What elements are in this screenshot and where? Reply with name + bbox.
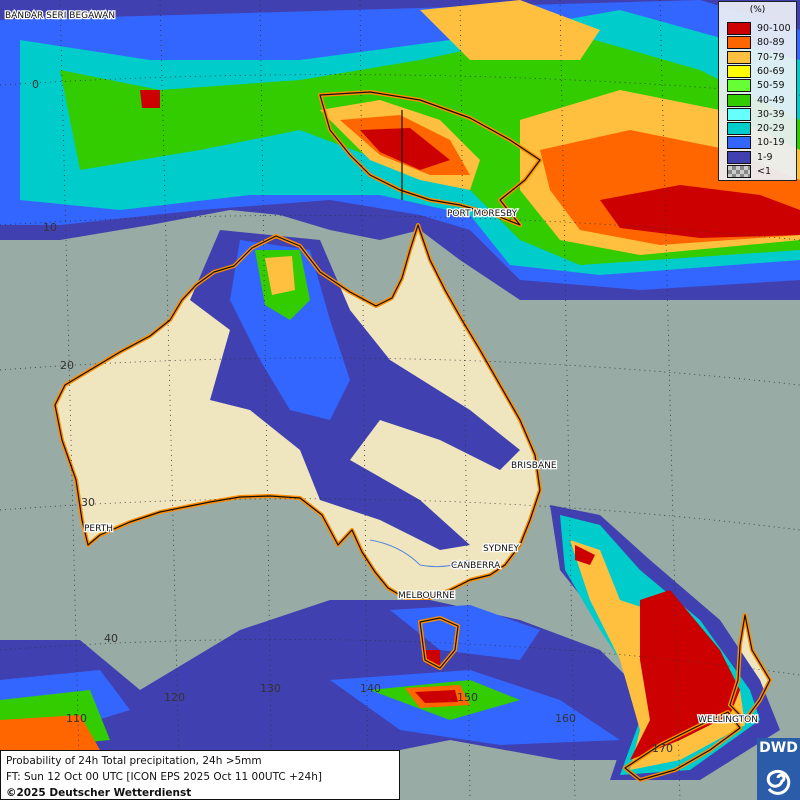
legend-entry: 20-29 xyxy=(727,122,785,136)
city-melbourne: MELBOURNE xyxy=(398,591,455,601)
legend-label: 90-100 xyxy=(757,23,791,34)
legend-entry: 70-79 xyxy=(727,50,785,64)
legend-label: 60-69 xyxy=(757,65,785,77)
legend-entry: 60-69 xyxy=(727,64,785,78)
longitude-labels: 110 120 130 140 150 160 170 xyxy=(66,682,673,755)
precip-10-19-australia xyxy=(230,240,350,420)
legend-entry: <1 xyxy=(727,165,771,178)
precip-90-100-north xyxy=(140,90,800,238)
city-brisbane: BRISBANE xyxy=(511,461,557,471)
latitude-labels: 0 10 20 30 40 xyxy=(32,78,118,645)
legend-label: 10-19 xyxy=(757,137,785,149)
logo-text: DWD xyxy=(759,740,798,756)
lat-label: 40 xyxy=(104,632,118,645)
legend-label: 1-9 xyxy=(757,151,773,163)
legend-swatch xyxy=(727,150,751,164)
city-bandar-seri-begawan: BANDAR SERI BEGAWAN xyxy=(5,11,115,21)
caption-copyright: ©2025 Deutscher Wetterdienst xyxy=(6,787,192,799)
legend-unit: (%) xyxy=(749,5,766,15)
dwd-logo: DWD xyxy=(757,738,800,800)
legend-entry: 50-59 xyxy=(727,79,785,93)
legend-swatch xyxy=(727,136,751,150)
legend-swatch xyxy=(727,79,751,93)
legend-entry: 10-19 xyxy=(727,136,785,150)
legend-swatch xyxy=(727,165,751,178)
murray-river xyxy=(369,539,471,568)
caption-title: Probability of 24h Total precipitation, … xyxy=(6,755,262,767)
precip-90-100-tasman xyxy=(575,545,740,760)
lat-label: 30 xyxy=(81,496,95,509)
legend-entry: 90-100 xyxy=(727,22,791,35)
legend-label: 50-59 xyxy=(757,80,785,92)
city-canberra: CANBERRA xyxy=(451,561,501,571)
city-sydney: SYDNEY xyxy=(483,544,520,554)
lat-label: 20 xyxy=(60,359,74,372)
city-perth: PERTH xyxy=(84,524,113,534)
lon-label: 130 xyxy=(260,682,281,695)
legend-swatch xyxy=(727,122,751,136)
caption-forecast-time: FT: Sun 12 Oct 00 UTC [ICON EPS 2025 Oct… xyxy=(6,771,322,783)
lon-label: 170 xyxy=(652,742,673,755)
legend-entry: 1-9 xyxy=(727,150,773,164)
legend-swatch xyxy=(727,93,751,107)
legend-label: 20-29 xyxy=(757,123,785,135)
lon-label: 110 xyxy=(66,712,87,725)
spiral-icon xyxy=(766,769,791,795)
precip-80-89-south xyxy=(0,685,470,750)
lat-label: 10 xyxy=(43,221,57,234)
legend-swatch xyxy=(727,107,751,121)
precip-40-49-south xyxy=(0,680,520,750)
city-labels: BANDAR SERI BEGAWAN PORT MORESBY BRISBAN… xyxy=(4,10,759,727)
legend-entry: 40-49 xyxy=(727,93,785,107)
legend-label: 40-49 xyxy=(757,94,785,106)
map-caption: Probability of 24h Total precipitation, … xyxy=(0,750,400,800)
lon-label: 160 xyxy=(555,712,576,725)
precip-70-79-australia xyxy=(265,256,295,295)
legend-label: 30-39 xyxy=(757,108,785,120)
city-port-moresby: PORT MORESBY xyxy=(447,209,518,219)
legend-label: 80-89 xyxy=(757,37,785,49)
legend-entry: 80-89 xyxy=(727,36,785,50)
precipitation-field xyxy=(0,0,800,780)
legend: (%) 90-100 80-89 70-79 60-69 50-59 40-49 30-39… xyxy=(718,1,797,181)
legend-label: <1 xyxy=(757,166,772,177)
lon-label: 150 xyxy=(457,691,478,704)
lon-label: 120 xyxy=(164,691,185,704)
legend-swatch xyxy=(727,22,751,35)
legend-swatch xyxy=(727,50,751,64)
legend-entry: 30-39 xyxy=(727,107,785,121)
lat-label: 0 xyxy=(32,78,39,91)
lon-label: 140 xyxy=(360,682,381,695)
city-wellington: WELLINGTON xyxy=(698,715,758,725)
coastlines xyxy=(53,90,772,782)
legend-swatch xyxy=(727,36,751,50)
precip-90-100-south xyxy=(415,650,458,703)
legend-label: 70-79 xyxy=(757,51,785,63)
legend-swatch xyxy=(727,64,751,78)
